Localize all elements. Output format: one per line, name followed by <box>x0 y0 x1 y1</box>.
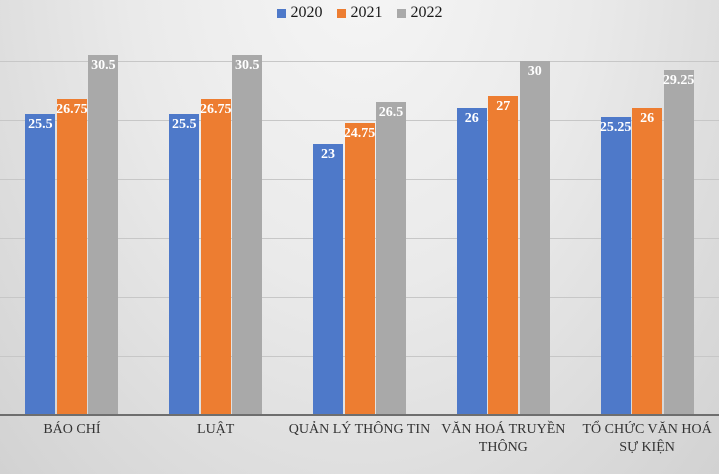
legend-item-2021: 2021 <box>336 4 383 22</box>
bar-value-label: 26.75 <box>199 102 232 118</box>
bar-2021-4 <box>632 108 663 415</box>
bar-value-label: 29.25 <box>662 72 695 88</box>
bar-value-label: 23 <box>321 146 335 162</box>
category-label: BÁO CHÍ <box>43 422 101 437</box>
bar-2022-3 <box>519 61 550 415</box>
bar-value-label: 27 <box>496 99 511 115</box>
bar-value-label: 25.25 <box>599 120 632 136</box>
bar-2021-3 <box>488 96 519 415</box>
bar-2022-1 <box>232 55 263 415</box>
category-label: QUẢN LÝ THÔNG TIN <box>288 422 431 437</box>
category-label: LUẬT <box>197 422 235 437</box>
category-label: VĂN HOÁ TRUYỀN THÔNG <box>441 422 566 455</box>
legend-item-2022: 2022 <box>396 4 443 22</box>
legend-label: 2022 <box>410 4 443 21</box>
bar-2020-4 <box>600 117 631 415</box>
bar-value-label: 26 <box>640 111 655 127</box>
bar-2021-0 <box>56 99 87 415</box>
legend-swatch-2020 <box>276 8 286 18</box>
x-axis-line <box>0 414 719 416</box>
bar-2022-4 <box>663 69 694 415</box>
gridline <box>0 61 719 62</box>
bar-2020-3 <box>456 108 487 415</box>
bar-value-label: 26.75 <box>56 102 88 118</box>
bar-value-label: 25.5 <box>171 117 197 133</box>
bar-value-label: 25.5 <box>28 117 53 133</box>
category-label: TỔ CHỨC VĂN HOÁ SỰ KIỆN <box>582 422 712 455</box>
gridline <box>0 120 719 121</box>
bar-2020-1 <box>169 114 200 415</box>
legend-label: 2020 <box>290 4 323 21</box>
bar-value-label: 30.5 <box>234 58 260 74</box>
bar-value-label: 30 <box>527 64 542 79</box>
bar-value-label: 26.5 <box>378 105 404 121</box>
legend-label: 2021 <box>350 4 383 21</box>
bar-2020-2 <box>313 143 343 415</box>
legend-swatch-2021 <box>336 8 346 18</box>
legend: 2020 2021 2022 <box>0 4 719 22</box>
bar-2021-2 <box>344 122 375 415</box>
bar-2020-0 <box>25 114 56 415</box>
legend-swatch-2022 <box>396 8 406 18</box>
bar-value-label: 26 <box>464 111 479 127</box>
bar-2022-2 <box>376 102 406 415</box>
legend-item-2020: 2020 <box>276 4 323 22</box>
bar-value-label: 24.75 <box>343 125 376 141</box>
bar-value-label: 30.5 <box>91 58 116 74</box>
bar-2021-1 <box>200 99 231 415</box>
bar-2022-0 <box>88 55 119 415</box>
